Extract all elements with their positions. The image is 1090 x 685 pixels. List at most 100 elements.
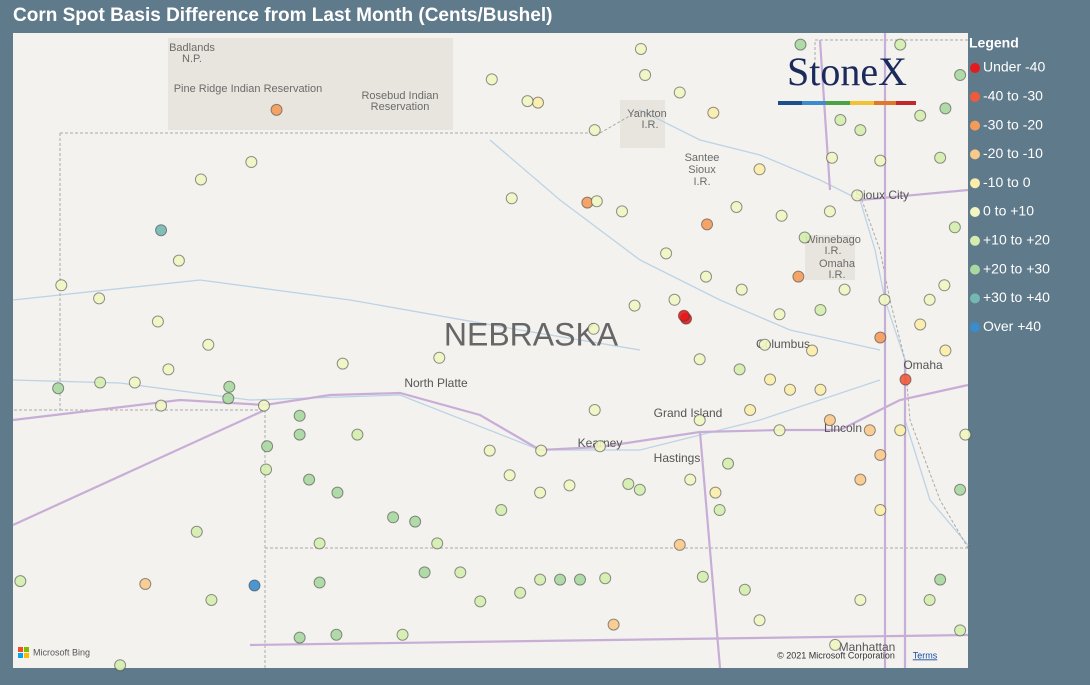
legend-label: 0 to +10: [983, 203, 1034, 219]
legend-swatch: [970, 207, 980, 217]
marker: [863, 424, 876, 437]
marker: [707, 106, 720, 119]
place-label: Sioux City: [855, 188, 909, 202]
legend-label: -30 to -20: [983, 116, 1043, 132]
markers: [14, 38, 972, 672]
bing-logo: Microsoft Bing: [18, 647, 90, 658]
marker: [874, 504, 887, 517]
marker: [806, 344, 819, 357]
marker: [418, 566, 431, 579]
marker: [55, 279, 68, 292]
marker: [495, 504, 508, 517]
marker: [590, 195, 603, 208]
marker: [923, 593, 936, 606]
marker: [454, 566, 467, 579]
marker: [939, 102, 952, 115]
marker: [14, 575, 27, 588]
marker: [854, 473, 867, 486]
marker: [387, 511, 400, 524]
marker: [202, 338, 215, 351]
marker: [673, 538, 686, 551]
reservation-area: [805, 235, 855, 280]
marker: [959, 428, 972, 441]
marker: [151, 315, 164, 328]
legend-label: +20 to +30: [983, 260, 1050, 276]
marker: [673, 86, 686, 99]
marker: [599, 572, 612, 585]
marker: [923, 293, 936, 306]
legend: Legend Under -40 -40 to -30 -30 to -20 -20 …: [969, 35, 1050, 334]
place-label: Hastings: [654, 451, 701, 465]
marker: [696, 570, 709, 583]
terms-link[interactable]: Terms: [913, 650, 938, 660]
marker: [190, 525, 203, 538]
marker: [954, 624, 967, 637]
marker: [194, 173, 207, 186]
marker: [205, 593, 218, 606]
legend-swatch: [970, 149, 980, 160]
logo-square: [18, 653, 23, 658]
marker: [336, 357, 349, 370]
legend-label: -20 to -10: [983, 145, 1043, 161]
legend-label: +30 to +40: [983, 289, 1050, 305]
marker: [668, 293, 681, 306]
marker: [730, 201, 743, 213]
marker: [474, 595, 487, 608]
marker: [313, 537, 326, 550]
marker: [505, 192, 518, 205]
place-label: Santee: [685, 152, 720, 164]
marker: [485, 73, 498, 86]
legend-swatch: [970, 322, 980, 333]
marker: [534, 486, 547, 499]
logo-bar: [874, 101, 896, 105]
marker: [521, 95, 534, 108]
place-label: N.P.: [182, 53, 202, 65]
marker: [396, 628, 409, 641]
marker: [534, 573, 547, 586]
marker: [270, 103, 283, 116]
logo-square: [24, 647, 29, 652]
rivers: [12, 109, 969, 546]
marker: [934, 151, 947, 164]
marker: [245, 156, 258, 169]
marker: [773, 308, 786, 321]
marker: [616, 205, 628, 218]
marker: [535, 444, 548, 457]
marker: [261, 440, 274, 453]
marker: [574, 573, 586, 586]
marker: [948, 221, 961, 234]
marker: [899, 373, 912, 386]
marker: [934, 573, 947, 586]
marker: [588, 124, 601, 137]
legend-label: -10 to 0: [983, 174, 1031, 190]
marker: [94, 376, 107, 389]
logo-text: StoneX: [787, 49, 907, 94]
marker: [753, 163, 766, 176]
marker: [514, 586, 527, 599]
marker: [503, 469, 516, 482]
legend-swatch: [970, 264, 980, 275]
place-label: I.R.: [641, 119, 658, 131]
reservation-area: [620, 100, 665, 148]
logo-bar: [778, 101, 802, 105]
marker: [823, 414, 836, 427]
marker: [764, 373, 777, 386]
marker: [954, 69, 967, 82]
marker: [223, 380, 236, 393]
marker: [634, 42, 647, 55]
marker: [52, 382, 65, 395]
marker: [693, 353, 706, 366]
marker: [593, 440, 606, 453]
marker: [293, 409, 306, 422]
reservation-area: [168, 38, 453, 130]
marker: [693, 414, 706, 427]
marker: [293, 428, 306, 441]
legend-label: +10 to +20: [983, 232, 1050, 248]
marker: [257, 399, 270, 412]
legend-label: -40 to -30: [983, 88, 1043, 104]
place-label: Omaha: [819, 258, 856, 270]
marker: [128, 376, 141, 389]
logo: StoneX: [778, 49, 916, 105]
marker: [938, 279, 951, 292]
